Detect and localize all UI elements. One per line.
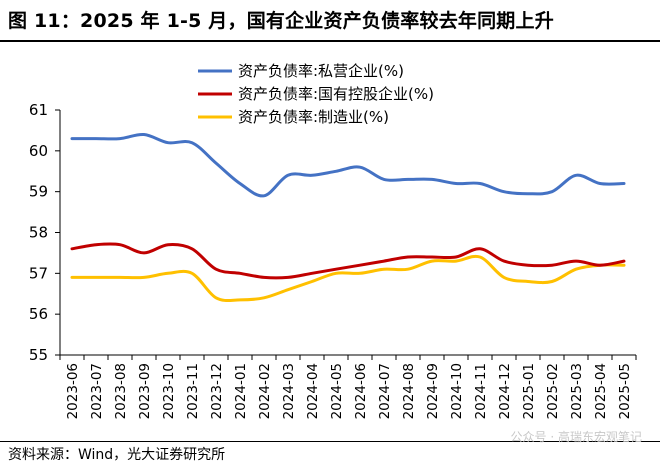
x-tick-label: 2024-04 [305,363,321,419]
y-tick-label: 61 [29,101,48,119]
y-tick-label: 59 [29,183,48,201]
x-tick-label: 2024-11 [473,363,489,419]
x-tick-label: 2023-10 [161,363,177,419]
legend-label-1: 资产负债率:国有控股企业(%) [238,85,434,103]
source-note: 资料来源：Wind，光大证券研究所 [8,447,226,463]
x-tick-label: 2024-03 [281,363,297,419]
x-tick-label: 2024-12 [497,363,513,419]
x-tick-label: 2025-05 [617,363,633,419]
x-tick-label: 2024-06 [353,363,369,419]
x-tick-label: 2025-04 [593,363,609,419]
title-block: 图 11：2025 年 1-5 月，国有企业资产负债率较去年同期上升 [0,0,660,42]
y-tick-label: 58 [29,224,48,242]
watermark: 公众号 · 高瑞东宏观笔记 [510,430,642,444]
series-lines [70,132,626,303]
y-tick-label: 60 [29,142,48,160]
series-line-2 [70,254,626,303]
y-axis: 55 56 57 58 59 60 61 [29,101,61,364]
x-axis: 2023-06 2023-07 2023-08 2023-09 2023-10 2023-… [59,354,637,419]
legend: 资产负债率:私营企业(%) 资产负债率:国有控股企业(%) 资产负债率:制造业(%) [198,62,434,126]
x-tick-label: 2023-06 [65,363,81,419]
series-line-1 [70,242,626,280]
series-line-0 [70,132,626,198]
x-tick-label: 2025-02 [545,363,561,419]
x-tick-label: 2024-10 [449,363,465,419]
x-tick-label: 2024-02 [257,363,273,419]
x-tick-label: 2024-05 [329,363,345,419]
title-rule [0,40,660,42]
x-tick-label: 2023-08 [113,363,129,419]
x-tick-label: 2025-03 [569,363,585,419]
x-tick-label: 2023-07 [89,363,105,419]
x-tick-label: 2023-11 [185,363,201,419]
y-tick-label: 55 [29,346,48,364]
x-tick-label: 2024-01 [233,363,249,419]
x-tick-label: 2023-12 [209,363,225,419]
x-tick-label: 2025-01 [521,363,537,419]
x-tick-label: 2024-07 [377,363,393,419]
chart-title: 图 11：2025 年 1-5 月，国有企业资产负债率较去年同期上升 [8,10,554,32]
x-tick-label: 2024-09 [425,363,441,419]
y-tick-label: 57 [29,264,48,282]
y-tick-label: 56 [29,305,48,323]
legend-label-2: 资产负债率:制造业(%) [238,108,389,126]
source-rule [0,441,660,442]
x-tick-label: 2023-09 [137,363,153,419]
x-tick-label: 2024-08 [401,363,417,419]
legend-label-0: 资产负债率:私营企业(%) [238,62,404,80]
